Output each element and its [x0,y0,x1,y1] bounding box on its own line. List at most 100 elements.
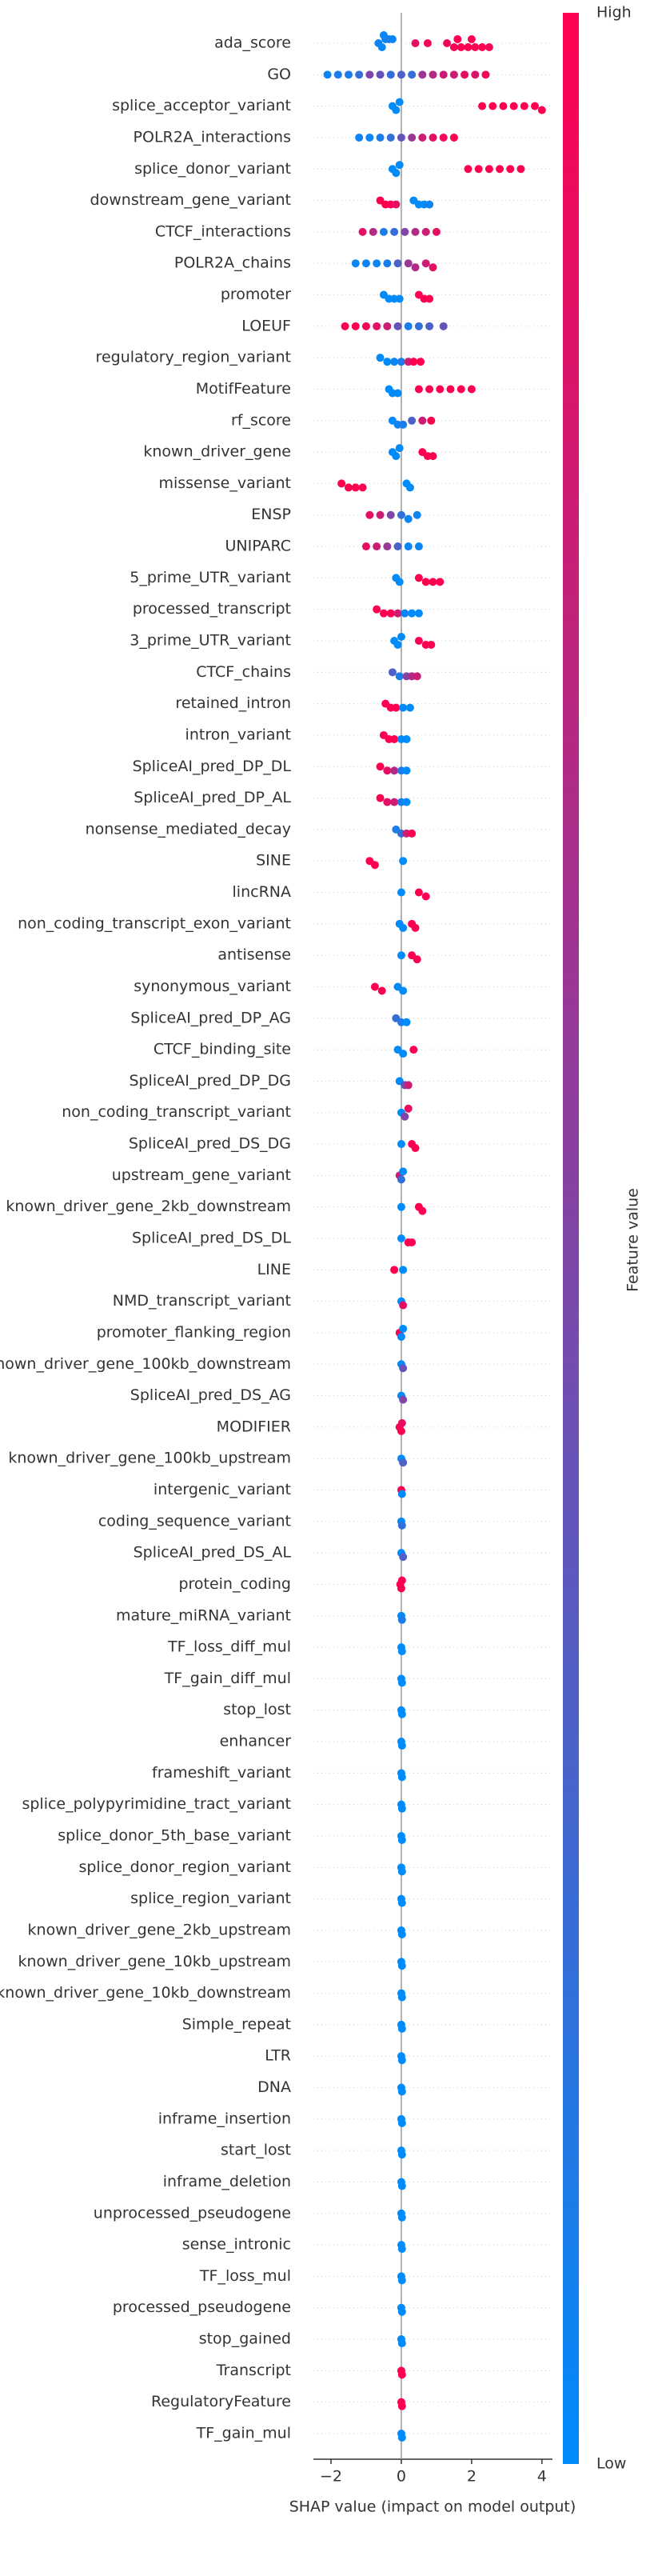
feature-label: nonsense_mediated_decay [86,820,291,838]
dot [397,2118,406,2127]
dot [392,452,401,461]
dot [373,259,381,268]
feature-label: known_driver_gene_100kb_downstream [0,1355,291,1373]
dot [383,259,392,268]
feature-label: SpliceAI_pred_DP_DG [129,1072,291,1090]
dot [436,385,445,394]
dot [383,798,392,806]
feature-label: LTR [265,2047,291,2065]
feature-label: TF_gain_mul [196,2425,291,2442]
dot [397,2087,406,2096]
feature-label: enhancer [220,1733,292,1750]
dot [509,102,518,110]
dot [377,43,386,51]
dot [397,1678,406,1687]
dot [355,133,364,142]
feature-label: TF_gain_diff_mul [164,1670,291,1687]
feature-label: processed_pseudogene [113,2298,291,2316]
dot [425,385,434,394]
feature-label: stop_lost [223,1701,291,1718]
dot [376,354,385,362]
feature-label: intergenic_variant [154,1481,291,1498]
dot [399,703,408,712]
dot [351,259,360,268]
dot [411,39,420,47]
x-tick-label: 2 [467,2468,477,2486]
dot [361,322,370,330]
dot [414,574,423,582]
feature-label: intron_variant [185,726,291,743]
feature-label: CTCF_binding_site [154,1041,291,1058]
dot [417,358,425,366]
dot [390,1266,399,1274]
dot [376,510,385,519]
dot [464,165,473,174]
dot [404,259,413,268]
colorbar-low: Low [596,2455,626,2473]
dot [453,35,462,43]
dot [408,133,417,142]
dot [425,294,434,303]
dot [399,986,408,995]
dot [393,641,402,649]
dot [397,1521,406,1530]
dot [397,1930,406,1938]
dot [397,2182,406,2190]
dot [520,102,528,110]
feature-label: CTCF_interactions [155,222,291,240]
dot [397,1962,406,1970]
dot [397,133,405,142]
dot [414,637,423,645]
dot [461,70,469,79]
colorbar [563,13,579,2464]
dot [425,322,434,330]
feature-label: SpliceAI_pred_DS_DG [129,1135,291,1153]
dot [337,479,346,488]
dot [401,1112,409,1121]
dot [397,1867,406,1876]
dot [365,510,374,519]
feature-label: protein_coding [178,1575,291,1593]
dot [386,510,395,519]
dot [395,444,404,453]
dot [446,385,455,394]
dot [390,358,399,366]
dot [333,70,342,79]
feature-label: downstream_gene_variant [90,191,291,209]
feature-label: stop_gained [199,2330,291,2348]
dot [418,70,427,79]
dot [393,322,402,330]
dot [404,514,413,523]
dot [344,70,353,79]
dot [439,133,448,142]
dot [397,1175,405,1184]
dot [436,578,445,586]
dot [516,165,525,174]
dot [418,1206,427,1215]
dot [401,609,409,618]
dot [397,633,405,641]
dot [427,641,436,649]
feature-label: mature_miRNA_variant [116,1606,291,1624]
x-tick-label: −2 [320,2468,342,2486]
dot [397,1773,406,1782]
dot [397,2213,406,2222]
dot [471,43,480,51]
dot [399,1050,408,1058]
dot [388,668,397,677]
dot [390,798,399,806]
feature-label: start_lost [221,2142,291,2159]
dot [402,798,411,806]
dot [485,165,493,174]
dot [399,923,408,932]
dot [397,1234,405,1242]
feature-label: unprocessed_pseudogene [94,2204,291,2222]
feature-label: non_coding_transcript_exon_variant [18,914,291,932]
dot [478,43,487,51]
dot [404,322,413,330]
dot [373,542,381,551]
dot [341,322,349,330]
feature-label: GO [267,66,291,83]
feature-label: LINE [257,1261,291,1278]
dot [421,227,430,236]
